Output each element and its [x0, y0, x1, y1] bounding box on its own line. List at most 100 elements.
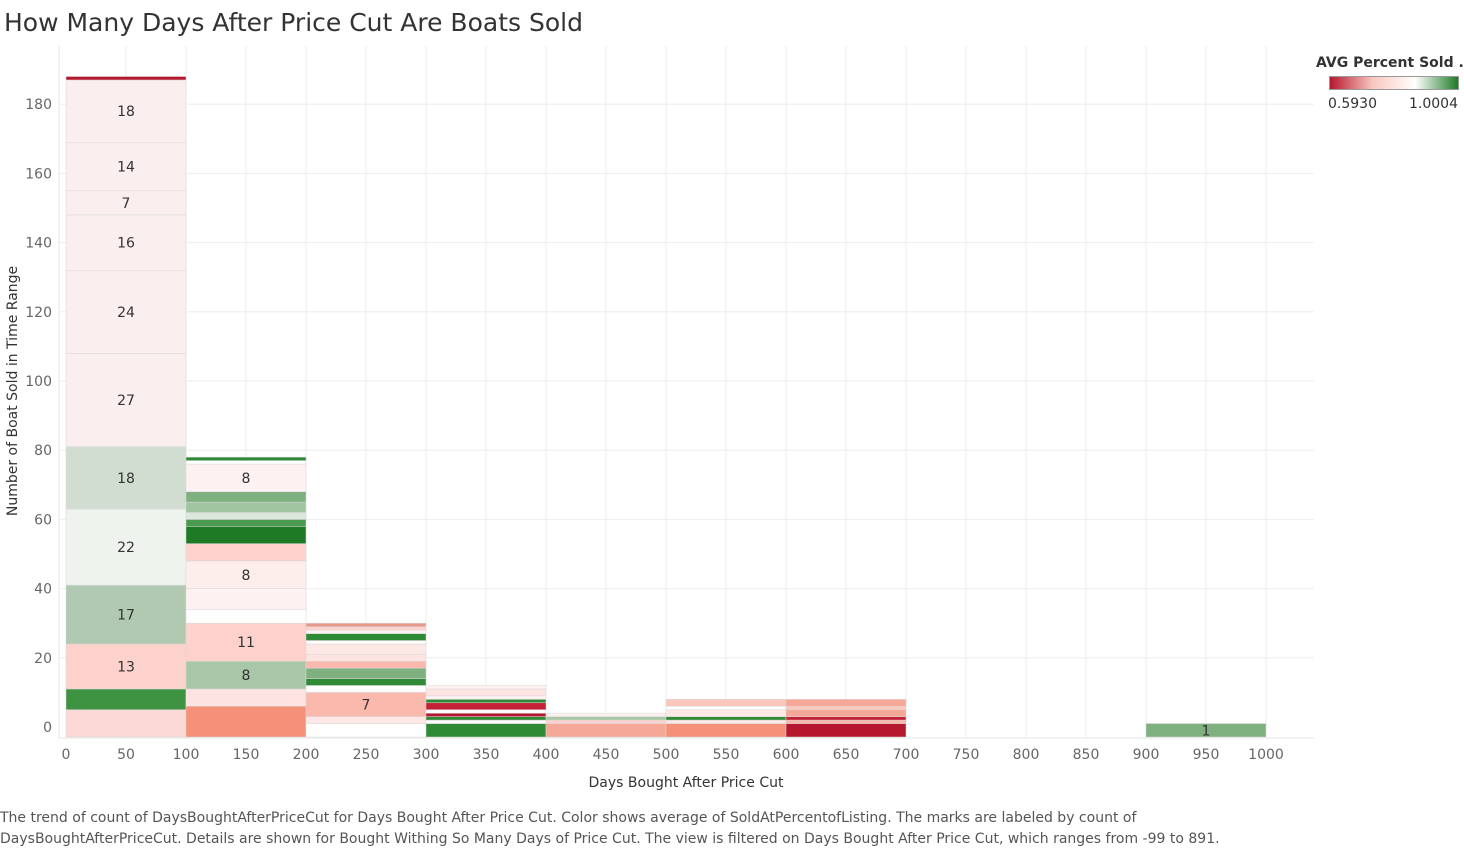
- bar-segment: [65, 79, 187, 143]
- x-tick-label: 650: [833, 747, 860, 763]
- bar-segment: [665, 699, 787, 707]
- bar-segment: [545, 712, 667, 717]
- bar-segment: [305, 640, 427, 645]
- bar-segment: [1145, 723, 1267, 738]
- bar-segment: [785, 716, 907, 721]
- y-axis-title: Number of Boat Sold in Time Range: [5, 266, 21, 516]
- legend-gradient: [1329, 76, 1459, 90]
- bar-segment: [185, 526, 307, 544]
- bar-segment: [425, 716, 547, 721]
- bar-segment: [665, 723, 787, 738]
- bar-segment: [185, 456, 307, 461]
- bar-data-label: 24: [117, 305, 135, 321]
- bar-segment: [305, 678, 427, 686]
- axes: 0 50 100 150 200 250 300 350 400 450 500 550 600 650 7…: [25, 46, 1314, 763]
- bar-data-label: 1: [1202, 723, 1211, 739]
- bar-segment: [65, 353, 187, 447]
- bar-segment: [305, 716, 427, 724]
- bar-segment: [65, 688, 187, 710]
- bar-segment: [185, 688, 307, 707]
- bar-data-label: 17: [117, 608, 135, 624]
- y-tick-label: 60: [34, 512, 52, 528]
- y-tick-label: 120: [25, 305, 52, 321]
- y-tick-label: 180: [25, 97, 52, 113]
- y-tick-label: 80: [34, 443, 52, 459]
- bar-segment: [65, 508, 187, 586]
- bar-segment: [65, 643, 187, 690]
- bar-data-label: 13: [117, 659, 135, 675]
- bar-segment: [425, 709, 547, 714]
- x-tick-label: 600: [773, 747, 800, 763]
- bar-segment: [665, 709, 787, 717]
- bar-segment: [785, 709, 907, 717]
- x-tick-label: 0: [62, 747, 71, 763]
- y-tick-label: 160: [25, 166, 52, 182]
- color-legend: AVG Percent Sold .. 0.5930 1.0004: [1316, 55, 1464, 112]
- x-tick-label: 700: [893, 747, 920, 763]
- chart-caption: The trend of count of DaysBoughtAfterPri…: [0, 810, 1220, 847]
- bar-segment: [545, 723, 667, 738]
- bar-segment: [425, 712, 547, 717]
- bar-segment: [185, 501, 307, 513]
- bar-segment: [305, 723, 427, 738]
- bar-segment: [425, 719, 547, 724]
- bar-data-label: 22: [117, 540, 135, 556]
- bar-data-label: 8: [242, 568, 251, 584]
- x-tick-label: 300: [413, 747, 440, 763]
- bar-data-label: 8: [242, 471, 251, 487]
- bar-segment: [425, 699, 547, 704]
- bar-segment: [665, 705, 787, 710]
- bar-segment: [785, 699, 907, 707]
- bar-segment: [185, 543, 307, 562]
- bar-segment: [185, 463, 307, 492]
- bar-data-label: 27: [117, 393, 135, 409]
- bar-segment: [305, 661, 427, 669]
- bar-segment: [185, 512, 307, 520]
- bar-segment: [785, 723, 907, 738]
- bar-segment: [185, 460, 307, 465]
- x-tick-label: 50: [117, 747, 135, 763]
- y-tick-label: 20: [34, 651, 52, 667]
- gridlines: [59, 46, 1314, 738]
- x-tick-label: 850: [1073, 747, 1100, 763]
- x-tick-label: 1000: [1248, 747, 1284, 763]
- bar-segment: [65, 214, 187, 271]
- bar-segment: [305, 667, 427, 679]
- bar-segment: [665, 716, 787, 721]
- x-tick-label: 450: [593, 747, 620, 763]
- legend-title: AVG Percent Sold ..: [1316, 55, 1464, 71]
- bar-segment: [185, 661, 307, 690]
- x-tick-label: 750: [953, 747, 980, 763]
- bar-segment: [185, 588, 307, 610]
- legend-max-label: 1.0004: [1409, 96, 1458, 112]
- bar-segment: [425, 723, 547, 738]
- bar-segment: [425, 702, 547, 710]
- bar-segment: [65, 584, 187, 645]
- y-tick-label: 0: [43, 720, 52, 736]
- bar-data-label: 8: [242, 668, 251, 684]
- stacked-bars: [65, 76, 1267, 738]
- bar-data-label: 7: [362, 698, 371, 714]
- x-tick-label: 500: [653, 747, 680, 763]
- bar-segment: [305, 685, 427, 693]
- legend-min-label: 0.5930: [1328, 96, 1377, 112]
- bar-segment: [545, 716, 667, 721]
- bar-segment: [65, 142, 187, 191]
- y-tick-label: 40: [34, 582, 52, 598]
- bar-segment: [305, 622, 427, 627]
- bar-segment: [425, 685, 547, 690]
- x-tick-label: 900: [1133, 747, 1160, 763]
- bar-segment: [65, 76, 187, 81]
- bar-segment: [425, 688, 547, 697]
- x-tick-label: 950: [1193, 747, 1220, 763]
- bar-segment: [425, 695, 547, 700]
- bar-segment: [185, 491, 307, 503]
- bar-segment: [65, 190, 187, 216]
- y-tick-label: 140: [25, 236, 52, 252]
- x-tick-label: 100: [173, 747, 200, 763]
- bar-segment: [65, 446, 187, 510]
- bar-segment: [305, 654, 427, 662]
- bar-segment: [785, 719, 907, 724]
- bar-segment: [185, 609, 307, 624]
- x-tick-label: 150: [233, 747, 260, 763]
